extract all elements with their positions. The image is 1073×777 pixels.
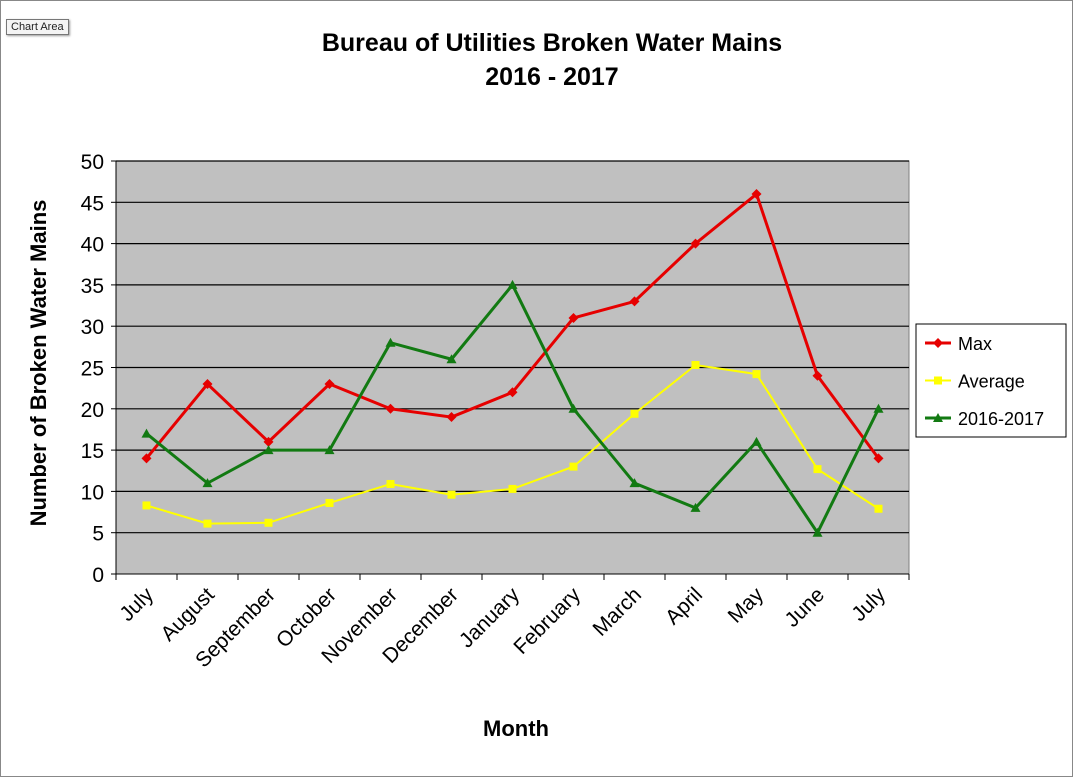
data-point — [263, 436, 274, 447]
legend-label: Average — [958, 372, 1025, 392]
data-point — [141, 453, 152, 464]
x-tick-label: April — [661, 583, 707, 629]
data-point — [752, 370, 761, 379]
legend-label: 2016-2017 — [958, 409, 1044, 429]
legend: Max Average 2016-2017 — [915, 323, 1067, 438]
data-point — [264, 518, 273, 527]
data-point — [507, 387, 518, 398]
data-point — [813, 465, 822, 474]
y-tick-label: 50 — [81, 151, 104, 174]
data-point — [569, 462, 578, 471]
chart-subtitle: 2016 - 2017 — [485, 63, 618, 91]
data-point — [203, 519, 212, 528]
chart-title: Bureau of Utilities Broken Water Mains — [322, 29, 782, 57]
data-point — [324, 445, 335, 455]
x-axis-label: Month — [483, 716, 549, 741]
y-tick-label: 20 — [81, 399, 104, 422]
data-point — [873, 403, 884, 413]
y-tick-label: 10 — [81, 481, 104, 504]
data-point — [446, 354, 457, 364]
y-tick-label: 30 — [81, 316, 104, 339]
data-point — [446, 412, 457, 423]
data-point — [385, 403, 396, 414]
data-point — [690, 502, 701, 512]
data-point — [263, 445, 274, 455]
x-tick-label: July — [115, 583, 158, 626]
legend-marker — [933, 338, 943, 348]
data-point — [568, 403, 579, 413]
data-point — [812, 370, 823, 381]
chart-area-tooltip: Chart Area — [6, 19, 69, 35]
data-point — [386, 479, 395, 488]
data-point — [142, 501, 151, 510]
y-tick-label: 5 — [92, 523, 104, 546]
y-tick-label: 40 — [81, 234, 104, 257]
data-point — [751, 189, 762, 200]
data-point — [325, 498, 334, 507]
data-point — [568, 312, 579, 323]
x-tick-label: May — [724, 583, 769, 628]
legend-label: Max — [958, 334, 992, 354]
y-tick-label: 35 — [81, 275, 104, 298]
data-point — [447, 490, 456, 499]
data-point — [873, 453, 884, 464]
data-point — [812, 527, 823, 537]
data-point — [630, 409, 639, 418]
data-point — [691, 361, 700, 370]
data-point — [629, 478, 640, 488]
y-axis-label: Number of Broken Water Mains — [26, 200, 51, 527]
x-tick-label: June — [781, 583, 829, 631]
data-point — [324, 379, 335, 390]
legend-marker — [933, 413, 943, 422]
y-tick-label: 45 — [81, 192, 104, 215]
data-point — [202, 478, 213, 488]
x-tick-label: February — [509, 583, 585, 659]
y-tick-label: 0 — [92, 564, 104, 587]
x-tick-label: March — [589, 583, 647, 641]
data-point — [202, 379, 213, 390]
data-point — [385, 337, 396, 347]
data-point — [629, 296, 640, 307]
data-point — [690, 238, 701, 249]
data-point — [751, 436, 762, 446]
y-tick-label: 15 — [81, 440, 104, 463]
data-point — [141, 428, 152, 438]
data-point — [507, 279, 518, 289]
y-tick-label: 25 — [81, 358, 104, 381]
x-tick-label: July — [847, 583, 890, 626]
data-point — [874, 504, 883, 513]
data-point — [508, 484, 517, 493]
legend-marker — [934, 376, 942, 385]
